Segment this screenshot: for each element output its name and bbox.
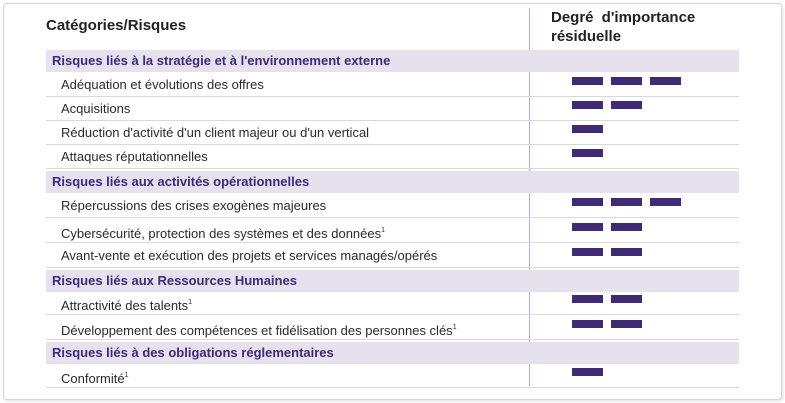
risk-label: Cybersécurité, protection des systèmes e… (61, 226, 382, 241)
risk-row: Attractivité des talents1 (46, 291, 739, 315)
risk-label: Acquisitions (61, 101, 131, 116)
importance-bar (572, 100, 603, 109)
footnote-marker: 1 (381, 227, 386, 234)
risk-label: Développement des compétences et fidélis… (61, 323, 453, 338)
categories-header: Catégories/Risques (46, 17, 187, 34)
risk-label: Conformité (61, 371, 125, 386)
category-header: Risques liés à des obligations réglement… (46, 342, 739, 364)
risk-label: Avant-vente et exécution des projets et … (61, 248, 438, 263)
footnote-marker: 1 (452, 324, 457, 331)
importance-bar (650, 197, 681, 206)
risk-row: Cybersécurité, protection des systèmes e… (46, 219, 739, 243)
risk-row: Avant-vente et exécution des projets et … (46, 244, 739, 268)
risk-label: Adéquation et évolutions des offres (61, 77, 264, 92)
footnote-marker: 1 (188, 299, 193, 306)
importance-bar (611, 197, 642, 206)
importance-bar (572, 76, 603, 85)
risk-row: Réduction d'activité d'un client majeur … (46, 121, 739, 145)
importance-bar (611, 222, 642, 231)
importance-bar (572, 294, 603, 303)
risk-label: Attractivité des talents (61, 298, 189, 313)
risk-label: Répercussions des crises exogènes majeur… (61, 198, 327, 213)
importance-bar (611, 76, 642, 85)
risk-row: Conformité1 (46, 364, 739, 388)
risk-row: Acquisitions (46, 97, 739, 121)
risk-label: Réduction d'activité d'un client majeur … (61, 125, 370, 140)
footnote-marker: 1 (124, 372, 129, 379)
importance-bar (572, 367, 603, 376)
risk-row: Développement des compétences et fidélis… (46, 316, 739, 340)
risk-row: Adéquation et évolutions des offres (46, 73, 739, 97)
importance-bar (650, 76, 681, 85)
risk-row: Attaques réputationnelles (46, 145, 739, 169)
importance-header: Degré d'importance résiduelle (551, 9, 696, 45)
importance-bar (572, 222, 603, 231)
importance-bar (611, 247, 642, 256)
importance-bar (611, 100, 642, 109)
category-header: Risques liés aux activités opérationnell… (46, 171, 739, 193)
importance-bar (572, 197, 603, 206)
risk-label: Attaques réputationnelles (61, 149, 208, 164)
importance-bar (572, 148, 603, 157)
category-header: Risques liés à la stratégie et à l'envir… (46, 50, 739, 72)
risk-row: Répercussions des crises exogènes majeur… (46, 194, 739, 218)
importance-bar (572, 247, 603, 256)
importance-bar (572, 124, 603, 133)
category-header: Risques liés aux Ressources Humaines (46, 270, 739, 292)
importance-bar (572, 319, 603, 328)
column-divider (529, 8, 530, 386)
importance-bar (611, 319, 642, 328)
importance-bar (611, 294, 642, 303)
